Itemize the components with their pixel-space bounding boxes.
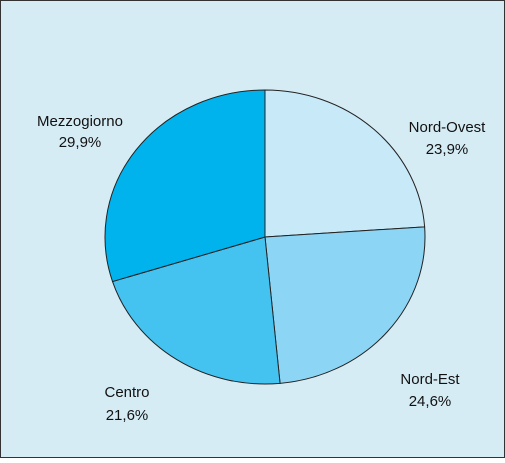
slice-label: Centro bbox=[104, 384, 149, 401]
pie-slice bbox=[264, 89, 426, 238]
slice-value: 24,6% bbox=[409, 393, 452, 410]
pie-slice bbox=[104, 89, 266, 283]
slice-label: Mezzogiorno bbox=[37, 113, 123, 130]
slice-label: Nord-Est bbox=[400, 371, 460, 388]
slice-value: 23,9% bbox=[426, 141, 469, 158]
slice-value: 21,6% bbox=[106, 407, 149, 424]
pie-slice bbox=[111, 236, 281, 385]
slice-value: 29,9% bbox=[59, 134, 102, 151]
slice-label: Nord-Ovest bbox=[409, 119, 487, 136]
pie-slice bbox=[264, 226, 426, 384]
